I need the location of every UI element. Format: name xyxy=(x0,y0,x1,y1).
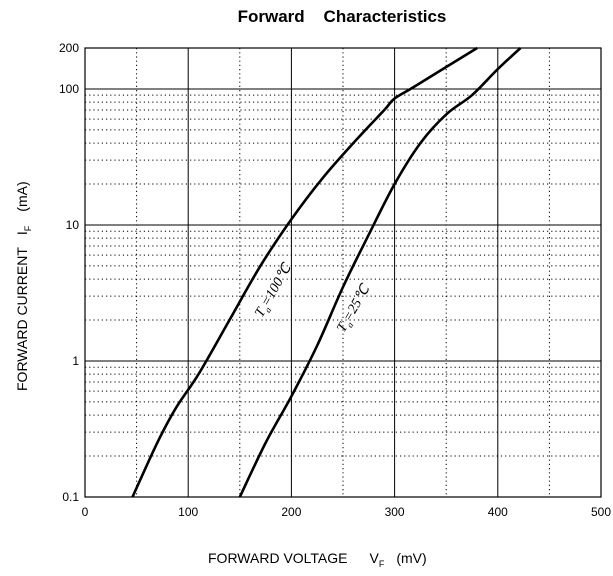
series-layer xyxy=(131,46,522,498)
y-axis-label: FORWARD CURRENTIF(mA) xyxy=(14,181,33,391)
y-tick-label: 200 xyxy=(59,41,79,55)
major-grid xyxy=(85,48,601,497)
y-axis-ticks: 0.1 1 10 100 200 xyxy=(59,41,79,504)
y-tick-label: 100 xyxy=(59,82,79,96)
y-tick-label: 1 xyxy=(72,354,79,368)
x-axis-ticks: 0 100 200 300 400 500 xyxy=(82,505,612,519)
y-tick-label: 10 xyxy=(66,218,80,232)
x-tick-label: 200 xyxy=(281,505,301,519)
x-tick-label: 100 xyxy=(178,505,198,519)
y-tick-label: 0.1 xyxy=(62,490,79,504)
x-axis-label: FORWARD VOLTAGE VF (mV) xyxy=(208,550,427,569)
chart-title: Forward Characteristics xyxy=(238,7,447,26)
series-line-ta-25c xyxy=(238,47,522,498)
minor-grid xyxy=(85,48,601,497)
x-tick-label: 400 xyxy=(488,505,508,519)
plot-frame xyxy=(84,47,602,498)
x-tick-label: 0 xyxy=(82,505,89,519)
series-line-ta-100c xyxy=(131,46,478,498)
x-tick-label: 500 xyxy=(591,505,611,519)
x-tick-label: 300 xyxy=(385,505,405,519)
